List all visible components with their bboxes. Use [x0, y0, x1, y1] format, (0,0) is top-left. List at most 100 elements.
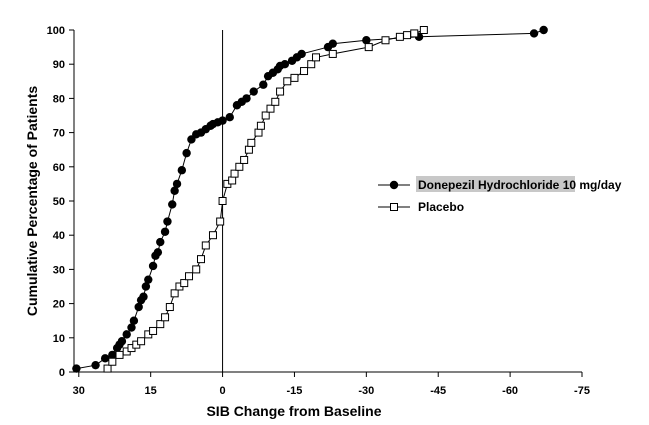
- data-point: [170, 289, 179, 298]
- data-point: [170, 186, 179, 195]
- series-line: [76, 29, 544, 370]
- data-point: [259, 80, 268, 89]
- x-tick-label: -60: [502, 385, 518, 397]
- data-point: [201, 241, 210, 250]
- data-point: [225, 113, 234, 122]
- legend-marker-filled-circle: [389, 180, 399, 190]
- data-point: [276, 87, 285, 96]
- legend-entry-donepezil: Donepezil Hydrochloride 10 mg/day: [378, 176, 622, 192]
- x-axis-label: SIB Change from Baseline: [206, 403, 381, 419]
- y-ticks: 0 10 20 30 40 50 60 70 80 90 100: [47, 25, 74, 379]
- legend-label-rest: 10 mg/day: [559, 178, 621, 192]
- data-point: [300, 67, 309, 76]
- data-point: [156, 237, 165, 247]
- data-point: [381, 36, 390, 45]
- data-point: [108, 350, 117, 360]
- data-point: [290, 73, 299, 82]
- data-point: [328, 49, 337, 58]
- data-point: [72, 364, 81, 373]
- data-point: [177, 166, 187, 175]
- legend-marker-open-square: [390, 203, 398, 211]
- data-point: [529, 29, 539, 38]
- data-point: [134, 302, 143, 312]
- axes: 0 10 20 30 40 50 60 70 80 90 100 30 15 0 -15 -30 -45 -60…: [47, 25, 590, 397]
- data-point: [240, 155, 249, 164]
- data-point: [91, 360, 100, 370]
- data-point: [228, 176, 237, 185]
- legend-entry-placebo: Placebo: [378, 200, 464, 214]
- y-tick-label: 0: [59, 367, 65, 379]
- data-point: [172, 179, 182, 189]
- legend-label-highlight: [416, 176, 575, 192]
- data-point: [160, 227, 170, 236]
- data-point: [197, 255, 205, 264]
- y-tick-label: 40: [53, 230, 65, 242]
- x-tick-label: -15: [286, 385, 302, 397]
- legend-label-placebo: Placebo: [418, 200, 464, 214]
- x-tick-label: -45: [430, 385, 446, 397]
- legend-label-highlighted: Donepezil Hydrochloride: [418, 178, 560, 192]
- data-point: [247, 138, 256, 147]
- legend-label-donepezil: Donepezil Hydrochloride 10 mg/day: [418, 178, 622, 192]
- data-point: [149, 326, 158, 335]
- data-point: [103, 364, 112, 373]
- data-point: [115, 350, 124, 359]
- data-point: [256, 121, 265, 130]
- data-point: [218, 116, 227, 125]
- data-point: [139, 292, 148, 301]
- data-point: [312, 53, 321, 62]
- data-point: [539, 25, 548, 35]
- legend: Donepezil Hydrochloride 10 mg/day Placeb…: [378, 176, 622, 214]
- data-point: [168, 200, 177, 209]
- data-point: [137, 337, 146, 346]
- data-point: [280, 59, 290, 69]
- data-point: [235, 162, 244, 171]
- data-point: [182, 148, 191, 158]
- data-point: [230, 169, 239, 178]
- data-point: [163, 217, 172, 226]
- data-point: [242, 94, 251, 103]
- data-point: [144, 275, 153, 284]
- data-point: [161, 313, 170, 322]
- y-tick-label: 90: [53, 59, 65, 71]
- data-point: [307, 60, 316, 69]
- y-tick-label: 80: [53, 93, 65, 105]
- data-point: [328, 39, 337, 48]
- series-placebo: [103, 26, 428, 373]
- y-tick-label: 30: [53, 264, 65, 276]
- data-point: [127, 323, 136, 332]
- data-point: [192, 265, 201, 274]
- data-point: [218, 197, 227, 205]
- data-point: [244, 145, 253, 154]
- x-tick-label: 0: [220, 385, 226, 397]
- data-point: [122, 330, 131, 339]
- data-point: [403, 31, 412, 40]
- data-point: [117, 337, 127, 346]
- x-tick-label: -75: [574, 385, 590, 397]
- data-point: [180, 279, 189, 288]
- y-axis-label: Cumulative Percentage of Patients: [24, 86, 40, 317]
- data-point: [362, 36, 371, 45]
- y-tick-label: 50: [53, 196, 65, 208]
- data-point: [141, 282, 151, 291]
- data-point: [283, 77, 292, 86]
- y-tick-label: 20: [53, 299, 65, 311]
- data-point: [271, 97, 280, 106]
- data-point: [156, 320, 165, 329]
- series-layer: [72, 25, 548, 373]
- data-point: [148, 261, 158, 271]
- data-point: [254, 128, 263, 137]
- y-tick-label: 70: [53, 128, 65, 140]
- series-donepezil: [72, 25, 548, 373]
- data-point: [419, 26, 428, 34]
- data-point: [395, 32, 404, 41]
- data-point: [208, 231, 217, 240]
- y-tick-label: 60: [53, 162, 65, 174]
- x-tick-label: 15: [145, 385, 157, 397]
- data-point: [216, 217, 225, 226]
- data-point: [410, 29, 419, 38]
- data-point: [249, 87, 258, 96]
- x-ticks: 30 15 0 -15 -30 -45 -60 -75: [73, 372, 590, 397]
- x-tick-label: -30: [358, 385, 374, 397]
